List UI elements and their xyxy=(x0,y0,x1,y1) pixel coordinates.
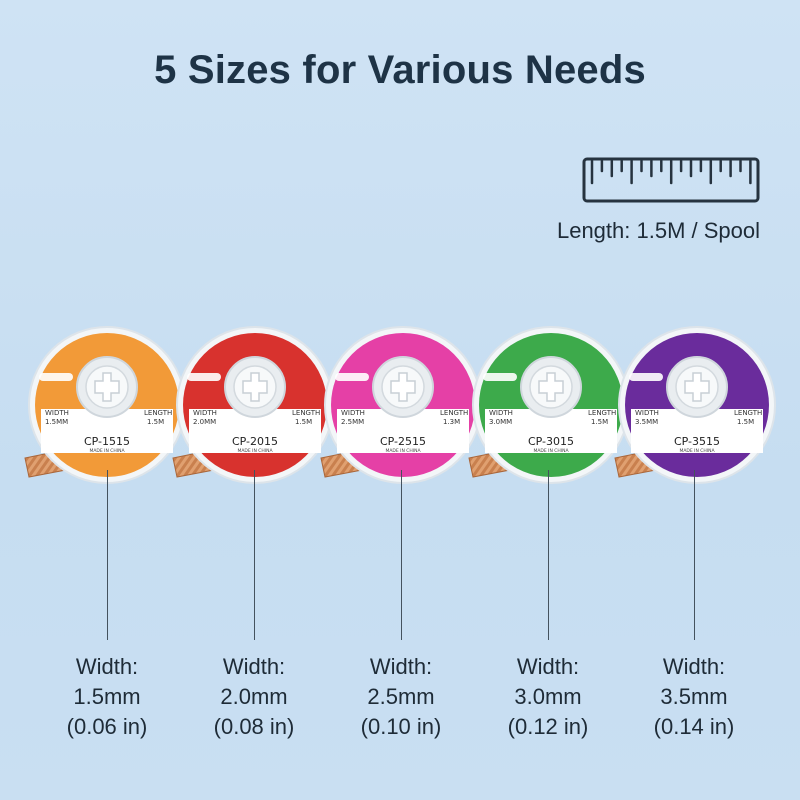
width-caption-mm: 2.0mm xyxy=(220,684,288,709)
spool-hub-cross xyxy=(538,372,564,402)
length-label: LENGTH xyxy=(440,409,468,417)
spool-cp-1515: WIDTH 1.5MM LENGTH 1.5M CP-1515 MADE IN … xyxy=(24,325,187,485)
width-caption-inches: (0.12 in) xyxy=(507,714,589,739)
made-in-china: MADE IN CHINA xyxy=(237,448,273,454)
width-value: 2.5MM xyxy=(341,418,364,426)
length-value: 1.5M xyxy=(591,418,608,426)
width-caption-heading: Width: xyxy=(75,654,139,679)
page-title: 5 Sizes for Various Needs xyxy=(154,48,646,92)
made-in-china: MADE IN CHINA xyxy=(679,448,715,454)
width-caption: Width: 2.5mm (0.10 in) xyxy=(331,652,471,742)
spool-cp-2015: WIDTH 2.0MM LENGTH 1.5M CP-2015 MADE IN … xyxy=(172,325,335,485)
length-value: 1.5M xyxy=(147,418,164,426)
length-label: LENGTH xyxy=(292,409,320,417)
guide-line xyxy=(694,470,695,640)
width-caption-inches: (0.08 in) xyxy=(213,714,295,739)
guide-line xyxy=(254,470,255,640)
model-number: CP-2015 xyxy=(232,435,278,448)
width-caption-mm: 3.5mm xyxy=(660,684,728,709)
width-label: WIDTH xyxy=(341,409,365,417)
width-caption-heading: Width: xyxy=(516,654,580,679)
length-value: 1.5M xyxy=(737,418,754,426)
spool-hub-cross xyxy=(242,372,268,402)
length-per-spool-label: Length: 1.5M / Spool xyxy=(556,218,760,243)
model-number: CP-2515 xyxy=(380,435,426,448)
width-caption-inches: (0.06 in) xyxy=(66,714,148,739)
length-value: 1.3M xyxy=(443,418,460,426)
spool-cp-3015: WIDTH 3.0MM LENGTH 1.5M CP-3015 MADE IN … xyxy=(468,325,631,485)
length-value: 1.5M xyxy=(295,418,312,426)
width-caption: Width: 3.5mm (0.14 in) xyxy=(624,652,764,742)
width-label: WIDTH xyxy=(193,409,217,417)
width-label: WIDTH xyxy=(45,409,69,417)
width-caption: Width: 2.0mm (0.08 in) xyxy=(184,652,324,742)
spool-cp-2515: WIDTH 2.5MM LENGTH 1.3M CP-2515 MADE IN … xyxy=(320,325,483,485)
width-caption-mm: 3.0mm xyxy=(514,684,582,709)
length-label: LENGTH xyxy=(588,409,616,417)
length-label: LENGTH xyxy=(144,409,172,417)
made-in-china: MADE IN CHINA xyxy=(533,448,569,454)
spool-hub-cross xyxy=(94,372,120,402)
width-value: 3.0MM xyxy=(489,418,512,426)
guide-line xyxy=(401,470,402,640)
width-caption: Width: 1.5mm (0.06 in) xyxy=(37,652,177,742)
width-caption-mm: 1.5mm xyxy=(73,684,141,709)
model-number: CP-1515 xyxy=(84,435,130,448)
width-caption: Width: 3.0mm (0.12 in) xyxy=(478,652,618,742)
width-caption-inches: (0.14 in) xyxy=(653,714,735,739)
width-value: 1.5MM xyxy=(45,418,68,426)
made-in-china: MADE IN CHINA xyxy=(385,448,421,454)
width-label: WIDTH xyxy=(635,409,659,417)
model-number: CP-3015 xyxy=(528,435,574,448)
width-caption-heading: Width: xyxy=(662,654,726,679)
width-caption-heading: Width: xyxy=(369,654,433,679)
width-value: 2.0MM xyxy=(193,418,216,426)
guide-line xyxy=(548,470,549,640)
spool-cp-3515: WIDTH 3.5MM LENGTH 1.5M CP-3515 MADE IN … xyxy=(614,325,777,485)
width-value: 3.5MM xyxy=(635,418,658,426)
width-caption-mm: 2.5mm xyxy=(367,684,435,709)
ruler-icon xyxy=(582,157,760,203)
length-label: LENGTH xyxy=(734,409,762,417)
spool-hub-cross xyxy=(684,372,710,402)
spool-hub-cross xyxy=(390,372,416,402)
width-label: WIDTH xyxy=(489,409,513,417)
width-caption-inches: (0.10 in) xyxy=(360,714,442,739)
model-number: CP-3515 xyxy=(674,435,720,448)
width-caption-heading: Width: xyxy=(222,654,286,679)
guide-line xyxy=(107,470,108,640)
made-in-china: MADE IN CHINA xyxy=(89,448,125,454)
